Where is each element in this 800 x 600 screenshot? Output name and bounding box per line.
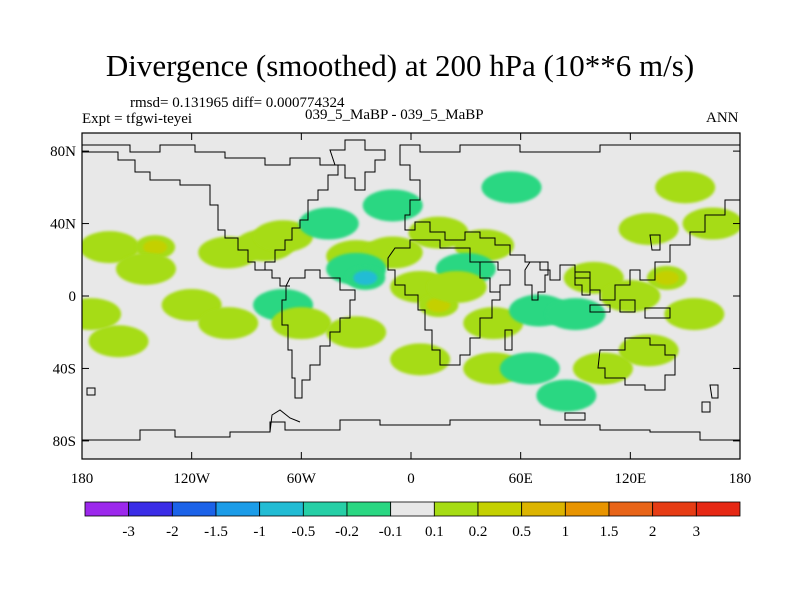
contour-blob: [545, 298, 606, 331]
contour-blob: [88, 325, 149, 358]
y-tick-label: 0: [69, 289, 77, 305]
colorbar-swatch: [695, 501, 741, 517]
expt-label: Expt = tfgwi-teyei: [82, 111, 193, 127]
contour-blob: [536, 379, 597, 412]
y-axis: 80N 40N 0 40S 80S: [50, 144, 740, 450]
contour-blob: [408, 216, 469, 249]
y-tick-label: 80S: [53, 434, 76, 450]
season-label: ANN: [706, 110, 739, 126]
contour-blob: [481, 171, 542, 204]
x-tick-label: 120W: [173, 471, 211, 487]
colorbar-swatch: [84, 501, 130, 517]
contour-blob: [271, 307, 332, 340]
coast-tierra-del-fuego: [86, 387, 96, 396]
x-tick-label: 0: [407, 471, 415, 487]
x-tick-label: 180: [729, 471, 752, 487]
contour-blob-core: [654, 270, 679, 286]
colorbar-label: 0.5: [512, 524, 531, 540]
coast-indochina: [574, 271, 591, 296]
colorbar-label: 0.2: [469, 524, 488, 540]
contour-blob: [115, 252, 176, 285]
coast-africa: [387, 239, 501, 366]
contour-blob: [655, 171, 716, 204]
contour-blob: [82, 231, 140, 264]
colorbar-label: -0.5: [291, 524, 315, 540]
colorbar-swatch: [346, 501, 392, 517]
contour-blob: [326, 316, 387, 349]
coast-north-america: [82, 144, 339, 271]
case-label: 039_5_MaBP - 039_5_MaBP: [305, 107, 484, 123]
colorbar-swatch: [608, 501, 654, 517]
colorbar-swatch: [215, 501, 261, 517]
colorbar-label: 2: [649, 524, 657, 540]
contour-blob: [426, 270, 487, 303]
colorbar-swatch: [433, 501, 479, 517]
contour-fill-layer: [82, 171, 740, 412]
coast-australia: [597, 337, 676, 391]
colorbar-swatch: [128, 501, 173, 517]
colorbar-swatch: [390, 501, 435, 517]
colorbar-label: -0.1: [379, 524, 403, 540]
contour-blob: [298, 207, 359, 240]
coast-south-america: [281, 269, 356, 399]
colorbar-swatch: [477, 501, 523, 517]
y-tick-label: 80N: [50, 144, 76, 160]
colorbar-label: 1.5: [600, 524, 619, 540]
contour-blob: [618, 334, 679, 367]
colorbar-label: -2: [166, 524, 179, 540]
contour-blob: [362, 189, 423, 222]
coastline-layer: [82, 139, 740, 441]
coast-new-zealand: [701, 384, 719, 413]
stats-label: rmsd= 0.131965 diff= 0.000774324: [130, 95, 345, 111]
coast-japan: [649, 234, 661, 251]
colorbar-swatch: [521, 501, 566, 517]
colorbar-label: -0.2: [335, 524, 359, 540]
contour-blob-core: [143, 239, 168, 255]
contour-blob: [463, 307, 524, 340]
colorbar-label: -1: [253, 524, 266, 540]
colorbar-label: 0.1: [425, 524, 444, 540]
colorbar-swatch: [564, 501, 610, 517]
colorbar-swatch: [302, 501, 348, 517]
coast-eurasia: [399, 144, 740, 301]
contour-blob: [664, 298, 725, 331]
contour-blob: [499, 352, 560, 385]
coast-arabia: [480, 261, 511, 293]
x-tick-label: 120E: [614, 471, 646, 487]
coast-indonesia: [589, 299, 671, 319]
colorbar-swatch: [259, 501, 304, 517]
contour-blob: [390, 343, 451, 376]
y-tick-label: 40S: [53, 361, 76, 377]
y-tick-label: 40N: [50, 217, 76, 233]
colorbar-label: -3: [122, 524, 135, 540]
x-tick-label: 60E: [509, 471, 533, 487]
x-tick-label: 60W: [287, 471, 317, 487]
coast-greenland: [329, 139, 386, 191]
chart-title: Divergence (smoothed) at 200 hPa (10**6 …: [105, 48, 695, 83]
contour-blob: [82, 298, 122, 331]
colorbar-label: -1.5: [204, 524, 228, 540]
coast-central-america: [265, 269, 290, 287]
x-axis: 180 120W 60W 0 60E 120E 180: [71, 133, 752, 487]
colorbar-label: 3: [693, 524, 701, 540]
coast-antarctic-peninsula: [269, 409, 301, 433]
colorbar: -3 -2 -1.5 -1 -0.5 -0.2 -0.1 0.1 0.2 0.5 1 1.5 2 3: [84, 501, 741, 540]
x-tick-label: 180: [71, 471, 94, 487]
colorbar-label: 1: [562, 524, 570, 540]
contour-blob: [618, 212, 679, 245]
coast-antarctica: [82, 419, 740, 441]
contour-blob: [198, 307, 259, 340]
coast-south-georgia: [564, 412, 586, 421]
colorbar-swatch: [171, 501, 217, 517]
colorbar-swatch: [652, 501, 697, 517]
coast-madagascar: [504, 329, 513, 351]
coast-india: [524, 261, 549, 301]
contour-blob-core: [353, 270, 378, 286]
